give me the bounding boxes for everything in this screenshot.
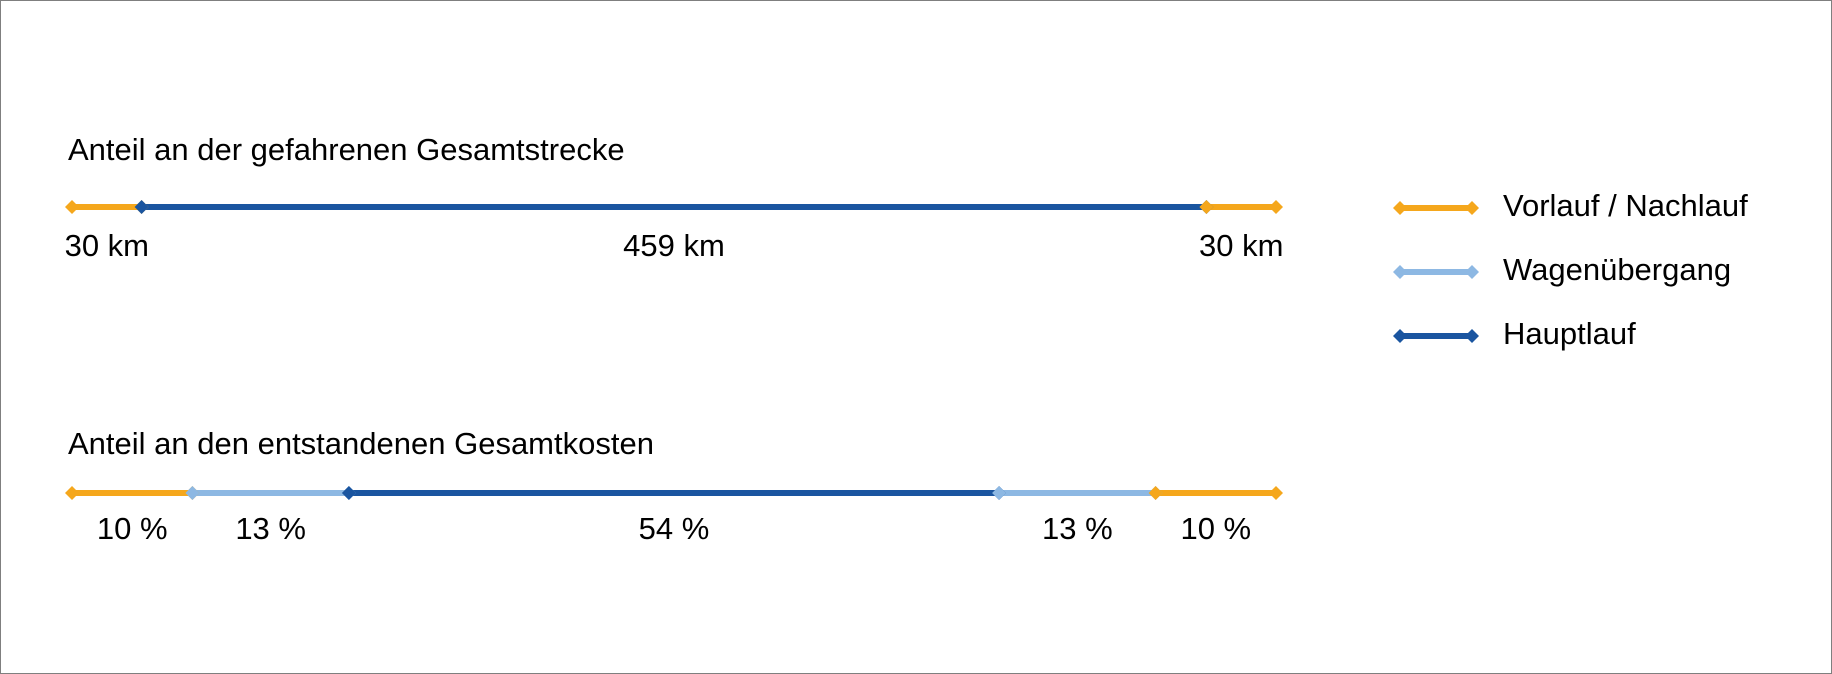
marker [1148, 486, 1163, 500]
value-label: 10 % [1180, 511, 1251, 546]
marker [1393, 329, 1407, 343]
value-label: 54 % [639, 511, 710, 546]
marker [1269, 200, 1283, 214]
marker [341, 486, 356, 500]
chart-title: Anteil an der gefahrenen Gesamtstrecke [68, 132, 625, 167]
legend-label: Vorlauf / Nachlauf [1503, 188, 1748, 223]
marker [1393, 201, 1407, 215]
marker [992, 486, 1007, 500]
value-label: 10 % [97, 511, 168, 546]
value-label: 13 % [235, 511, 306, 546]
value-label: 459 km [623, 228, 725, 263]
chart-title: Anteil an den entstandenen Gesamtkosten [68, 426, 654, 461]
marker [65, 200, 79, 214]
marker [1465, 201, 1479, 215]
value-label: 13 % [1042, 511, 1113, 546]
value-label: 30 km [65, 228, 149, 263]
marker [1269, 486, 1283, 500]
marker [185, 486, 200, 500]
marker [1465, 329, 1479, 343]
legend-label: Hauptlauf [1503, 316, 1636, 351]
marker [134, 200, 149, 214]
marker [1393, 265, 1407, 279]
marker [1465, 265, 1479, 279]
value-label: 30 km [1199, 228, 1283, 263]
legend-label: Wagenübergang [1503, 252, 1731, 287]
marker [65, 486, 79, 500]
marker [1199, 200, 1214, 214]
